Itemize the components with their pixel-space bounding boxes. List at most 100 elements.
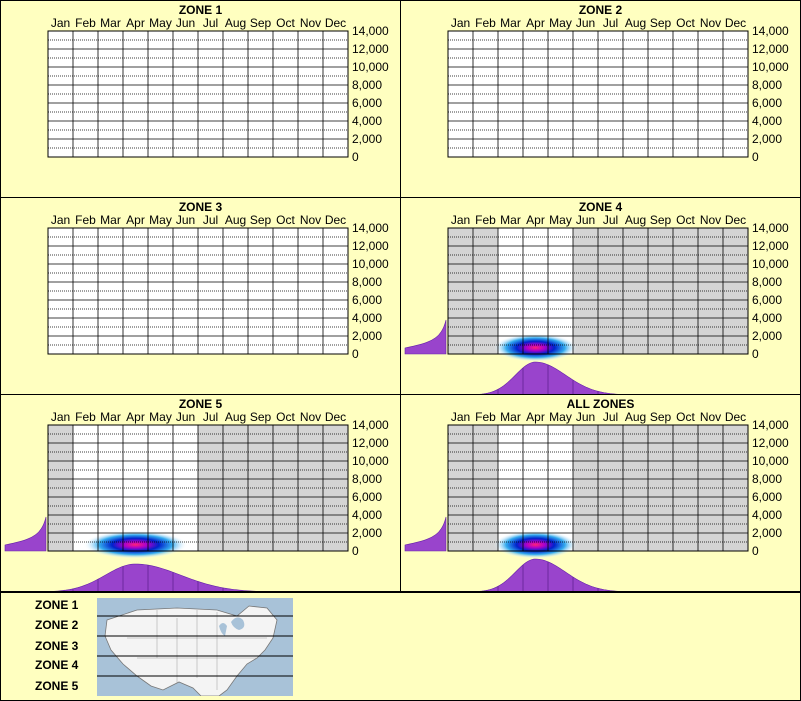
y-tick-label: 10,000: [352, 454, 389, 468]
y-tick-label: 14,000: [352, 24, 389, 38]
month-label: Apr: [526, 213, 545, 227]
zone-panel-5: ZONE 5 Jan Feb Mar Apr May Jun Jul Aug Sep Oct Nov D…: [0, 394, 401, 592]
month-label: Mar: [100, 410, 121, 424]
panel-title: ZONE 2: [578, 3, 623, 17]
y-tick-label: 8,000: [752, 78, 782, 92]
y-tick-label: 8,000: [352, 472, 382, 486]
y-tick-label: 6,000: [752, 490, 782, 504]
zone-chart-4: Jan Feb Mar Apr May Jun Jul Aug Sep Oct Nov Dec 14,0…: [404, 213, 789, 394]
month-label: Jul: [203, 213, 218, 227]
legend-zone-3: ZONE 3: [35, 639, 79, 653]
y-tick-label: 0: [352, 347, 359, 361]
month-label: Mar: [100, 213, 121, 227]
y-tick-label: 4,000: [352, 311, 382, 325]
month-label: Feb: [75, 213, 96, 227]
legend-zone-5: ZONE 5: [35, 679, 79, 693]
y-tick-label: 0: [352, 544, 359, 558]
y-tick-label: 0: [352, 150, 359, 164]
month-label: Oct: [276, 410, 295, 424]
month-label: Aug: [625, 213, 646, 227]
month-label: Nov: [300, 213, 321, 227]
month-label: Jan: [451, 16, 470, 30]
month-label: Dec: [325, 16, 346, 30]
month-label: Sep: [250, 410, 272, 424]
elevation-distribution-curve: [4, 516, 47, 552]
observed-month-column: [73, 425, 98, 551]
month-label: Dec: [325, 410, 346, 424]
y-tick-label: 14,000: [752, 24, 789, 38]
month-distribution-curve: [479, 558, 619, 591]
observed-month-column: [523, 228, 548, 354]
month-label: Jul: [603, 410, 618, 424]
month-label: Dec: [725, 410, 746, 424]
month-label: Jan: [51, 410, 70, 424]
zone-chart-3: Jan Feb Mar Apr May Jun Jul Aug Sep Oct Nov Dec 14,0…: [47, 213, 389, 361]
y-tick-label: 4,000: [352, 508, 382, 522]
y-tick-label: 4,000: [752, 311, 782, 325]
month-label: Jun: [576, 213, 595, 227]
y-tick-label: 0: [752, 544, 759, 558]
y-tick-label: 14,000: [752, 221, 789, 235]
y-tick-label: 10,000: [752, 60, 789, 74]
zone-chart-2: Jan Feb Mar Apr May Jun Jul Aug Sep Oct Nov Dec 14,0…: [447, 16, 789, 164]
month-label: Jun: [176, 410, 195, 424]
month-label: Oct: [676, 213, 695, 227]
month-label: Apr: [526, 410, 545, 424]
y-tick-label: 10,000: [352, 257, 389, 271]
month-label: Aug: [225, 16, 246, 30]
month-label: Feb: [475, 16, 496, 30]
y-tick-label: 0: [752, 347, 759, 361]
y-tick-label: 12,000: [352, 42, 389, 56]
month-label: Jun: [576, 16, 595, 30]
month-label: Jul: [203, 410, 218, 424]
month-distribution-curve: [479, 361, 619, 394]
month-label: Mar: [500, 16, 521, 30]
density-heat-blob: [493, 333, 578, 362]
month-label: Mar: [500, 410, 521, 424]
month-label: Feb: [475, 213, 496, 227]
zone-chart-5: Jan Feb Mar Apr May Jun Jul Aug Sep Oct Nov Dec 14,0…: [4, 410, 389, 591]
month-label: Nov: [700, 16, 721, 30]
month-label: Sep: [250, 16, 272, 30]
panel-title: ALL ZONES: [566, 397, 635, 411]
month-label: Jun: [176, 16, 195, 30]
month-label: Nov: [300, 16, 321, 30]
y-tick-label: 2,000: [352, 132, 382, 146]
y-tick-label: 12,000: [352, 436, 389, 450]
elevation-distribution-curve: [404, 516, 447, 552]
month-label: Apr: [526, 16, 545, 30]
month-label: Jul: [203, 16, 218, 30]
y-tick-label: 6,000: [352, 293, 382, 307]
zone-legend: ZONE 1 ZONE 2 ZONE 3 ZONE 4 ZONE 5: [0, 592, 801, 701]
y-tick-label: 6,000: [752, 96, 782, 110]
month-label: May: [549, 213, 572, 227]
month-label: May: [149, 16, 172, 30]
month-label: Sep: [650, 410, 672, 424]
y-tick-label: 2,000: [352, 329, 382, 343]
month-label: Nov: [300, 410, 321, 424]
month-label: Apr: [126, 213, 145, 227]
y-tick-label: 2,000: [752, 526, 782, 540]
y-tick-label: 14,000: [752, 418, 789, 432]
legend-zone-2: ZONE 2: [35, 618, 79, 632]
month-label: Aug: [625, 16, 646, 30]
panel-title: ZONE 4: [578, 200, 623, 214]
density-heat-blob: [83, 530, 188, 559]
month-label: Jul: [603, 213, 618, 227]
y-tick-label: 6,000: [352, 96, 382, 110]
month-label: Oct: [676, 16, 695, 30]
month-label: Jan: [451, 213, 470, 227]
month-label: Nov: [700, 410, 721, 424]
month-label: Apr: [126, 16, 145, 30]
zone-chart-1: Jan Feb Mar Apr May Jun Jul Aug Sep Oct Nov Dec 14,0…: [47, 16, 389, 164]
month-label: May: [549, 410, 572, 424]
zone-panel-2: ZONE 2 Jan Feb Mar Apr May Jun Jul Aug Sep Oct Nov D…: [400, 0, 801, 198]
y-tick-label: 14,000: [352, 418, 389, 432]
month-label: Sep: [650, 16, 672, 30]
month-label: Jan: [451, 410, 470, 424]
y-tick-label: 0: [752, 150, 759, 164]
zone-chart-6: Jan Feb Mar Apr May Jun Jul Aug Sep Oct Nov Dec 14,0…: [404, 410, 789, 591]
y-tick-label: 4,000: [352, 114, 382, 128]
month-label: Aug: [625, 410, 646, 424]
y-tick-label: 12,000: [752, 42, 789, 56]
